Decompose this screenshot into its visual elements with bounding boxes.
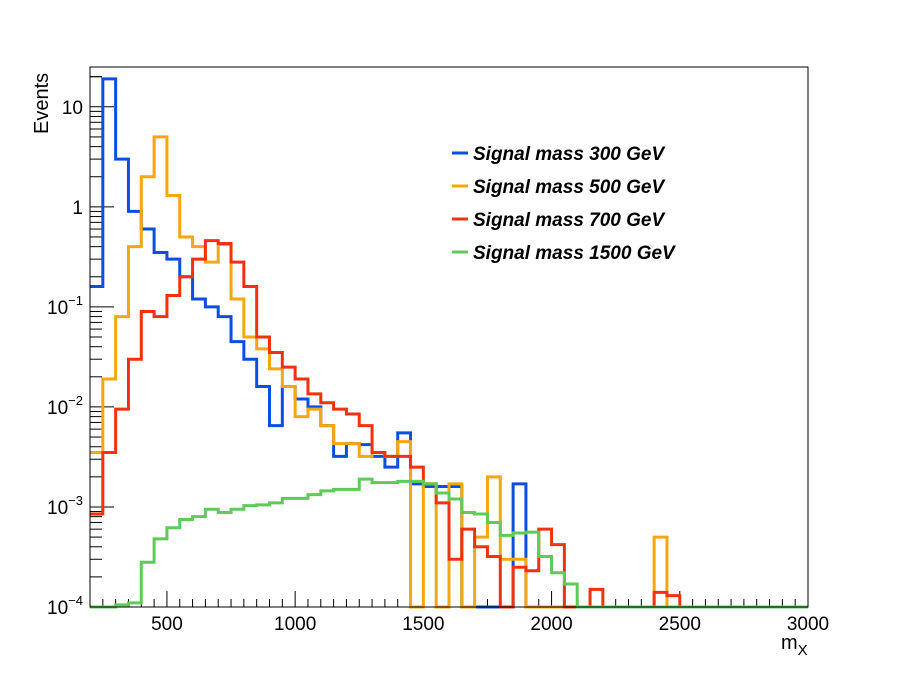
y-tick-label: 10−4: [47, 593, 83, 619]
x-tick-label: 500: [151, 614, 183, 635]
x-axis-tick-labels: 500 1000 1500 2000 2500 3000: [151, 614, 829, 635]
y-tick-label: 10−2: [47, 393, 83, 419]
y-tick-label: 10: [62, 98, 83, 119]
legend-label: Signal mass 1500 GeV: [473, 243, 676, 264]
y-axis-title: Events: [31, 73, 53, 134]
x-tick-label: 3000: [787, 614, 829, 635]
y-tick-label: 10−3: [47, 493, 83, 519]
legend-label: Signal mass 700 GeV: [473, 210, 665, 231]
legend: Signal mass 300 GeV Signal mass 500 GeV Si…: [452, 144, 676, 264]
x-tick-label: 2500: [659, 614, 701, 635]
y-axis-ticks: [90, 76, 114, 608]
x-axis-title: mX: [781, 632, 808, 659]
x-axis-title-subscript: X: [798, 642, 808, 659]
y-axis-tick-labels: 10 1 10−1 10−2 10−3 10−4: [47, 98, 83, 619]
x-tick-label: 2000: [530, 614, 572, 635]
x-tick-label: 1000: [274, 614, 316, 635]
plot-frame-border: [89, 66, 809, 608]
y-tick-label: 10−1: [47, 293, 83, 319]
y-tick-label: 1: [72, 198, 83, 219]
legend-label: Signal mass 500 GeV: [473, 177, 665, 198]
x-tick-label: 1500: [402, 614, 444, 635]
legend-label: Signal mass 300 GeV: [473, 144, 665, 165]
